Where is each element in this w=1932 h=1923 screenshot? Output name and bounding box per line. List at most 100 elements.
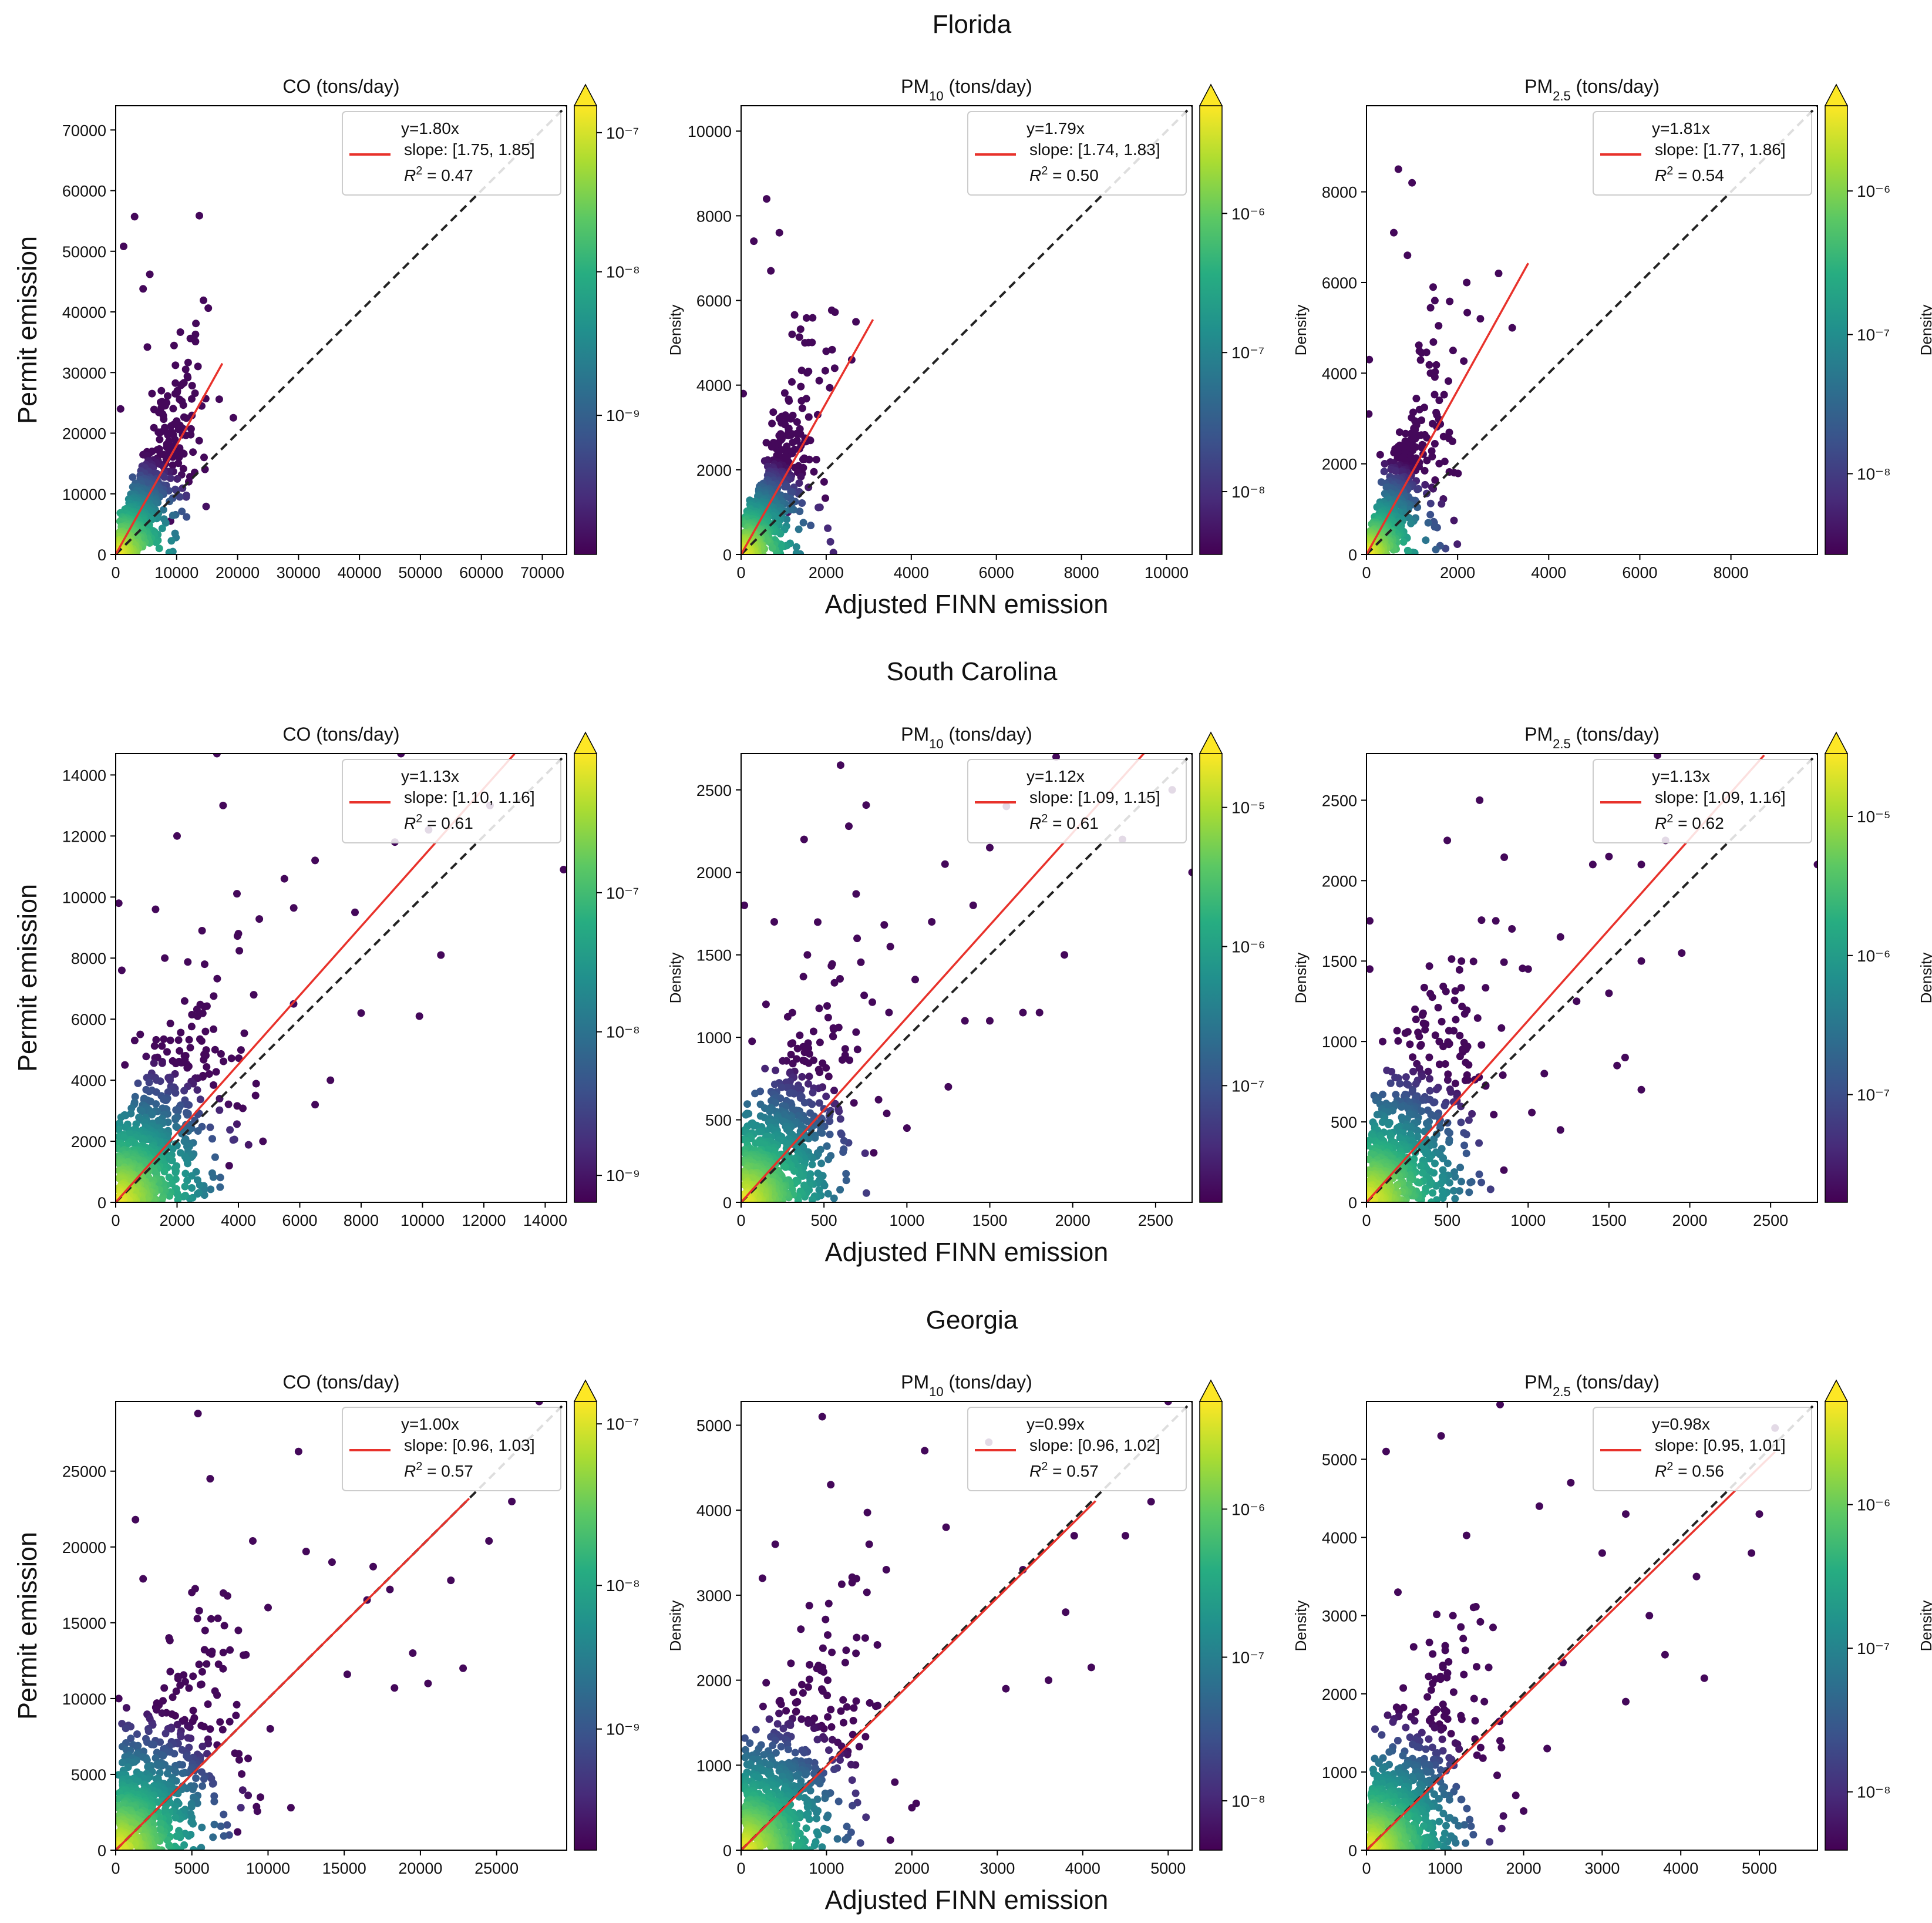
- data-point: [1385, 1120, 1393, 1128]
- data-point: [132, 1515, 140, 1524]
- data-point: [741, 901, 749, 909]
- data-point: [253, 1807, 261, 1816]
- data-point: [1475, 1170, 1483, 1178]
- data-point: [824, 524, 832, 532]
- data-point: [188, 395, 196, 403]
- data-point: [146, 270, 154, 278]
- legend-r2: R2 = 0.50: [1029, 164, 1099, 184]
- data-point: [169, 512, 177, 520]
- x-tick-label: 0: [1362, 564, 1371, 581]
- data-point: [853, 934, 861, 943]
- x-tick-label: 500: [811, 1212, 837, 1229]
- colorbar-label: Density: [667, 305, 684, 356]
- data-point: [1394, 445, 1401, 453]
- data-point: [164, 1154, 173, 1162]
- data-point: [160, 1035, 168, 1043]
- data-point: [1450, 1027, 1458, 1035]
- data-point: [1435, 1060, 1443, 1068]
- r2-exponent: 2: [416, 164, 422, 177]
- data-point: [812, 456, 820, 463]
- data-point: [839, 1148, 847, 1156]
- data-point: [767, 267, 775, 275]
- y-tick-label: 0: [1348, 546, 1357, 564]
- data-point: [206, 1123, 214, 1131]
- scatter-panel: CO (tons/day)0 10000 20000 30000 40000 50000 6…: [62, 76, 684, 581]
- data-point: [1431, 1159, 1439, 1168]
- data-point: [1409, 1053, 1417, 1061]
- data-point: [120, 1134, 128, 1141]
- data-point: [167, 537, 176, 545]
- y-tick-label: 2000: [71, 1133, 106, 1151]
- data-point: [1395, 428, 1403, 436]
- data-point: [827, 962, 836, 970]
- data-point: [204, 304, 213, 312]
- data-point: [793, 418, 801, 426]
- data-layer: [116, 1401, 567, 1850]
- data-point: [117, 966, 126, 974]
- data-point: [180, 1192, 188, 1201]
- colorbar-tick-label: 10⁻⁵: [1231, 799, 1265, 817]
- data-point: [802, 395, 810, 403]
- data-point: [183, 1111, 191, 1119]
- data-point: [828, 345, 836, 354]
- y-tick-label: 4000: [1322, 365, 1357, 382]
- data-point: [171, 1168, 180, 1176]
- data-point: [210, 1792, 218, 1800]
- data-point: [138, 1135, 146, 1144]
- data-point: [883, 1110, 891, 1118]
- data-point: [1378, 1118, 1386, 1126]
- data-point: [779, 1057, 787, 1065]
- data-point: [815, 1099, 823, 1107]
- data-point: [1457, 1102, 1465, 1111]
- title-units: (tons/day): [1571, 724, 1660, 745]
- title-subscript: 10: [929, 737, 943, 751]
- data-point: [1366, 965, 1374, 973]
- y-tick-label: 4000: [696, 377, 732, 395]
- data-point: [205, 1070, 213, 1078]
- data-point: [226, 1646, 234, 1654]
- data-point: [1426, 304, 1435, 312]
- data-point: [154, 1761, 162, 1769]
- legend-fit-label: y=1.79x: [1026, 119, 1085, 137]
- data-point: [1409, 1067, 1417, 1075]
- data-point: [180, 1671, 188, 1679]
- y-tick-label: 12000: [62, 828, 106, 845]
- data-point: [535, 1401, 543, 1406]
- data-point: [780, 1162, 788, 1170]
- y-tick-label: 0: [1348, 1194, 1357, 1212]
- data-point: [860, 991, 869, 1000]
- data-point: [180, 997, 189, 1005]
- data-point: [1528, 1108, 1536, 1117]
- data-point: [144, 1763, 152, 1771]
- data-point: [1406, 1040, 1414, 1048]
- data-point: [1450, 516, 1458, 525]
- data-point: [214, 1614, 222, 1622]
- data-point: [116, 1795, 122, 1803]
- data-point: [160, 1095, 167, 1104]
- data-point: [1415, 405, 1423, 413]
- data-point: [210, 1820, 218, 1828]
- scatter-panel: CO (tons/day)0 5000 10000 15000 20000 2500005…: [62, 1371, 684, 1877]
- data-point: [437, 951, 445, 959]
- data-point: [220, 1832, 228, 1840]
- data-point: [178, 507, 186, 516]
- axes-frame: [115, 105, 567, 555]
- data-point: [822, 347, 830, 355]
- y-tick-label: 2000: [1322, 872, 1357, 890]
- data-point: [795, 525, 803, 533]
- data-point: [800, 1098, 809, 1107]
- data-point: [815, 1186, 823, 1194]
- data-point: [240, 1029, 248, 1037]
- data-point: [885, 1008, 893, 1017]
- data-point: [232, 1712, 240, 1720]
- data-point: [1463, 308, 1472, 317]
- data-point: [1637, 957, 1645, 965]
- data-point: [1473, 1014, 1482, 1022]
- colorbar-label: Density: [1292, 305, 1310, 356]
- data-point: [223, 1821, 231, 1829]
- data-point: [829, 1033, 837, 1041]
- data-point: [139, 1575, 147, 1583]
- data-point: [870, 1149, 878, 1157]
